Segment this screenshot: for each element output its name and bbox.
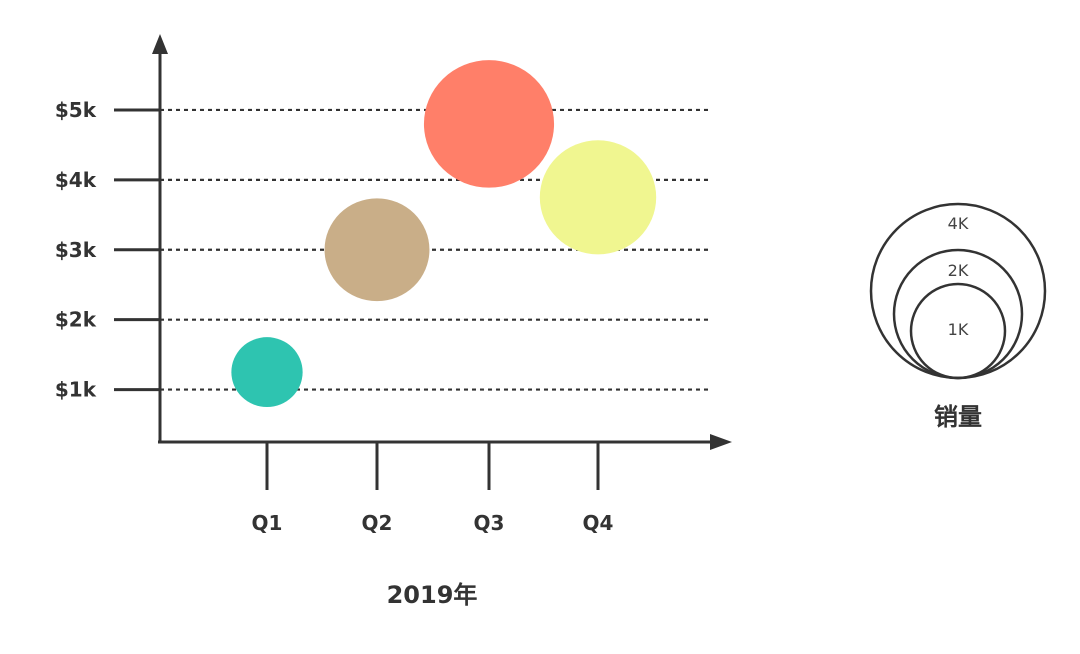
legend-size-label: 1K: [948, 320, 969, 339]
legend-title: 销量: [934, 403, 982, 431]
y-tick-label: $5k: [55, 98, 97, 122]
y-tick-label: $1k: [55, 378, 97, 402]
bubble: [231, 337, 303, 408]
y-tick-label: $4k: [55, 168, 97, 192]
x-tick-label: Q3: [474, 511, 505, 535]
bubble: [423, 60, 555, 188]
y-tick-label: $2k: [55, 308, 97, 332]
axes: [152, 34, 732, 450]
x-axis-arrow: [710, 434, 732, 450]
legend-size-label: 2K: [948, 261, 969, 280]
y-axis-arrow: [152, 34, 168, 54]
y-tick-label: $3k: [55, 238, 97, 262]
x-ticks: Q1 Q2 Q3 Q4: [252, 442, 614, 535]
legend-circle: [909, 282, 1007, 380]
size-legend: 4K 2K 1K 销量: [869, 202, 1047, 431]
bubble: [324, 198, 430, 302]
x-tick-label: Q1: [252, 511, 283, 535]
y-ticks: $1k $2k $3k $4k $5k: [55, 98, 160, 402]
legend-size-label: 4K: [948, 214, 969, 233]
x-axis-title: 2019年: [387, 581, 478, 609]
x-tick-label: Q2: [362, 511, 393, 535]
bubble: [539, 140, 657, 255]
x-tick-label: Q4: [583, 511, 614, 535]
bubbles: [231, 60, 657, 408]
